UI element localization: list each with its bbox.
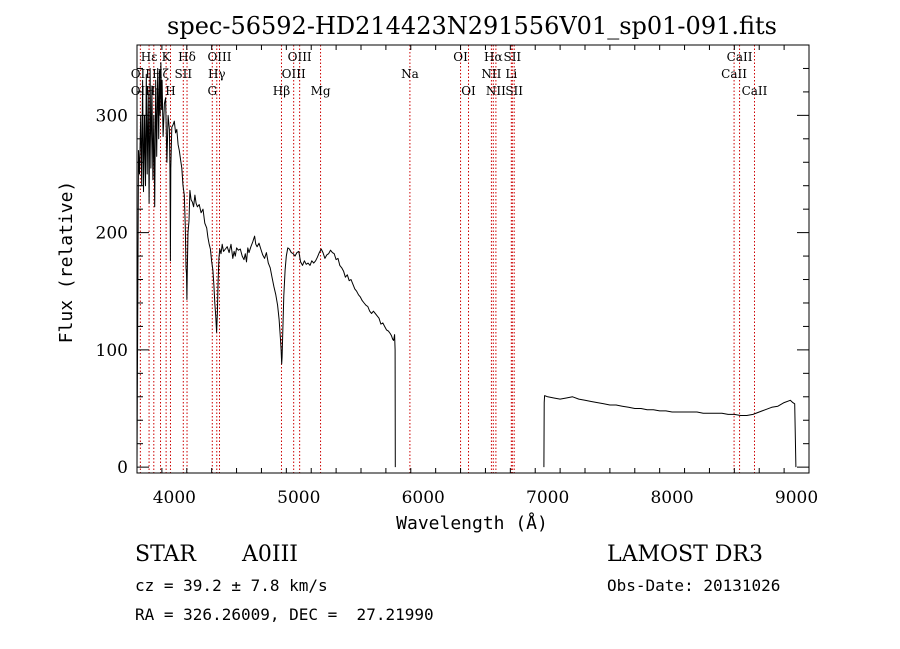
survey-name: LAMOST DR3 [607,542,763,567]
y-tick-label: 100 [96,341,128,361]
spectral-line-label: Hγ [208,67,226,81]
spectral-line-label: CaII [721,67,747,81]
spectral-line-label: Li [505,67,517,81]
y-axis-label: Flux (relative) [56,181,77,344]
spectral-line-label: H [165,84,175,98]
spectral-line-label: Mg [311,84,331,98]
spectrum-line [543,395,797,468]
spectral-line-label: OI [461,84,476,98]
info-panel: STAR A0III LAMOST DR3 cz = 39.2 ± 7.8 km… [135,542,780,624]
x-axis: 4000 5000 6000 7000 8000 9000 [136,45,818,508]
spectral-line-label: G [207,84,217,98]
object-class: STAR [135,542,197,567]
x-tick-label: 9000 [775,488,818,508]
spectral-line-label: Hα [484,50,503,64]
spectral-line-label: OII [131,84,151,98]
x-tick-label: 7000 [526,488,569,508]
plot-frame [136,44,810,474]
chart-title: spec-56592-HD214423N291556V01_sp01-091.f… [167,12,777,40]
spectral-line-label: SII [505,84,523,98]
spectral-line-label: OI [453,50,468,64]
spectral-line-label: Na [401,67,419,81]
spectral-line-label: NII [486,84,506,98]
spectral-line-markers [139,45,755,473]
x-tick-label: 5000 [277,488,320,508]
spectral-line-label: K [162,50,172,64]
spectral-line-label: OIII [282,67,306,81]
x-tick-label: 8000 [650,488,693,508]
y-tick-label: 0 [117,458,128,478]
spectral-line-label: CaII [742,84,768,98]
spectral-line-label: OIII [207,50,231,64]
spectral-line-label: Hε [141,50,158,64]
spectral-line-label: NII [481,67,501,81]
redshift-text: cz = 39.2 ± 7.8 km/s [135,576,328,595]
x-tick-label: 4000 [153,488,196,508]
x-axis-label: Wavelength (Å) [396,512,548,534]
y-axis: 0 100 200 300 [96,67,809,478]
spectrum-line [136,62,396,468]
coordinates-text: RA = 326.26009, DEC = 27.21990 [135,605,434,624]
x-tick-label: 6000 [402,488,445,508]
spectrum-series [136,62,797,468]
y-tick-label: 200 [96,224,128,244]
y-tick-label: 300 [96,106,128,126]
object-subclass: A0III [241,542,298,567]
spectral-line-label: CaII [727,50,753,64]
spectral-line-label: OIII [288,50,312,64]
spectral-line-label: SII [503,50,521,64]
spectral-line-label: OII [131,67,151,81]
spectral-line-label: SII [174,67,192,81]
spectral-line-label: Hβ [273,84,290,98]
spectral-line-label: Hδ [178,50,196,64]
obs-date: Obs-Date: 20131026 [607,576,780,595]
